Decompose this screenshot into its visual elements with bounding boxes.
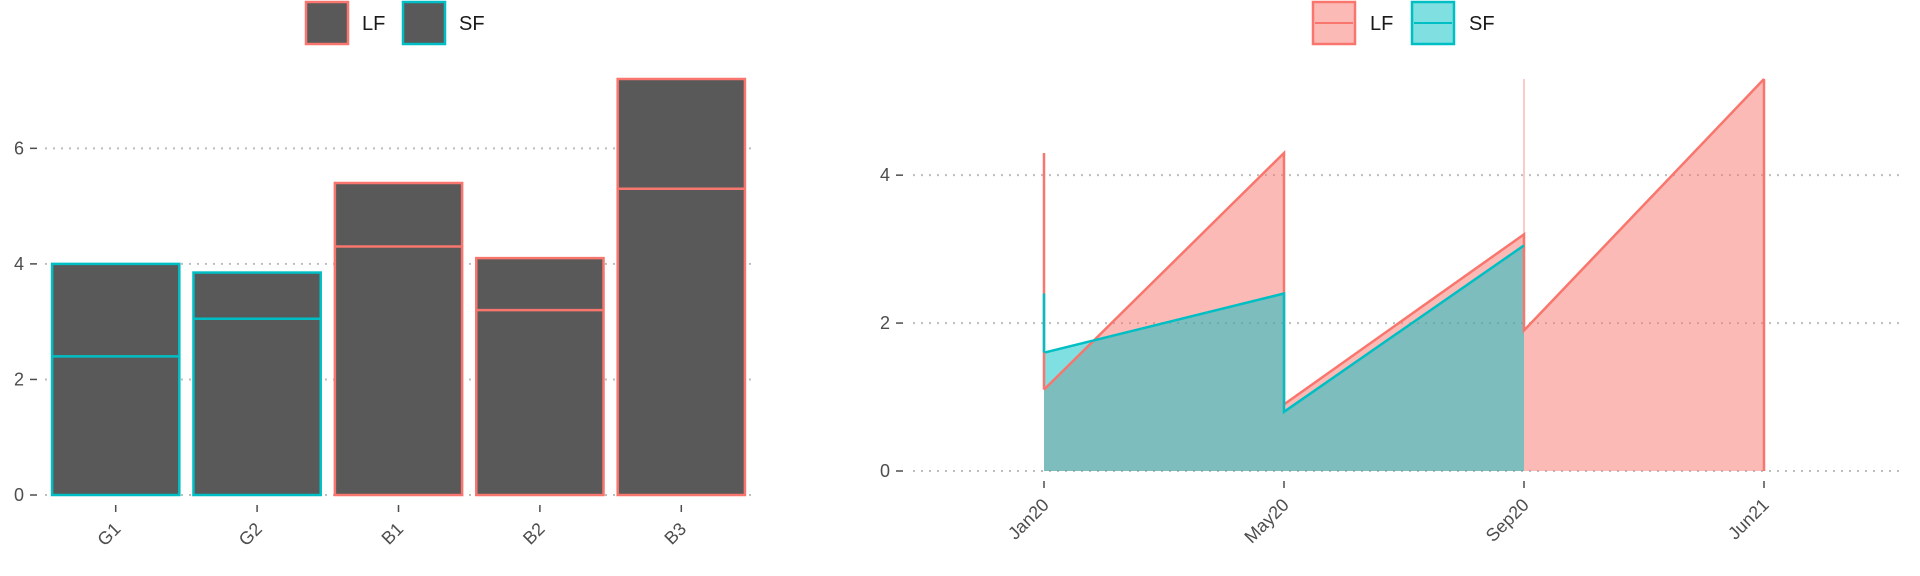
y-tick-label: 4 (880, 165, 890, 185)
x-tick-label: Jun21 (1724, 495, 1773, 544)
y-tick-label: 0 (880, 461, 890, 481)
legend-key-lf (304, 0, 350, 46)
bar-chart-legend: LF SF (304, 0, 485, 46)
bar-chart: 0 2 4 6 G1 G2 B1 B2 B3 LF SF (14, 0, 752, 550)
bar-b3 (616, 77, 747, 497)
legend-label-sf: SF (1469, 13, 1495, 35)
legend-label-lf: LF (1370, 13, 1393, 35)
x-tick-label: B3 (660, 519, 690, 549)
bar-chart-y-axis: 0 2 4 6 (14, 138, 37, 505)
y-tick-label: 6 (14, 138, 24, 158)
y-tick-label: 2 (14, 369, 24, 389)
area-chart: 0 2 4 Jan20 May20 Sep20 Jun21 LF SF (880, 0, 1905, 547)
bar-chart-x-axis: G1 G2 B1 B2 B3 (93, 505, 690, 550)
area-chart-x-axis: Jan20 May20 Sep20 Jun21 (1004, 481, 1773, 547)
x-tick-label: G2 (235, 519, 266, 550)
bar-b2 (475, 256, 605, 497)
bar-chart-bars (50, 77, 747, 497)
area-chart-areas (1042, 78, 1766, 471)
line-sf (1043, 244, 1525, 415)
x-tick-label: B1 (378, 519, 408, 549)
line-lf (1043, 78, 1765, 407)
y-tick-label: 4 (14, 254, 24, 274)
area-chart-y-axis: 0 2 4 (880, 165, 903, 481)
legend-label-lf: LF (362, 13, 385, 35)
y-tick-label: 0 (14, 485, 24, 505)
x-tick-label: May20 (1240, 495, 1292, 547)
y-tick-label: 2 (880, 313, 890, 333)
bar-b1 (333, 181, 464, 497)
legend-key-sf (401, 0, 447, 46)
area-chart-legend: LF SF (1311, 0, 1495, 46)
x-tick-label: G1 (93, 519, 124, 550)
x-tick-label: Sep20 (1482, 495, 1533, 546)
x-tick-label: B2 (519, 519, 549, 549)
legend-label-sf: SF (459, 13, 485, 35)
bar-g2 (192, 271, 322, 497)
bar-g1 (50, 262, 181, 497)
x-tick-label: Jan20 (1004, 495, 1053, 544)
